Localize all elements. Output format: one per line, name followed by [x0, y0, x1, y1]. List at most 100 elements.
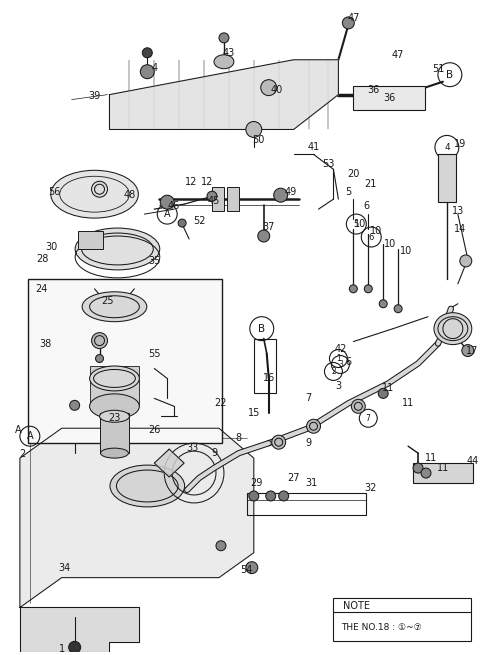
- Text: 6: 6: [345, 356, 351, 367]
- Text: 23: 23: [108, 413, 120, 423]
- Polygon shape: [20, 607, 139, 652]
- Text: 2: 2: [19, 449, 25, 459]
- Circle shape: [460, 255, 472, 267]
- Text: 36: 36: [383, 92, 396, 103]
- Text: 49: 49: [285, 187, 297, 197]
- Text: 41: 41: [307, 142, 320, 153]
- Text: 36: 36: [367, 84, 379, 94]
- Bar: [353, 86, 425, 109]
- Text: 34: 34: [59, 563, 71, 572]
- Text: A: A: [14, 425, 21, 435]
- Text: 14: 14: [454, 224, 466, 234]
- Text: 3: 3: [336, 381, 341, 392]
- Text: 12: 12: [185, 178, 197, 187]
- Text: 30: 30: [46, 242, 58, 252]
- Text: 13: 13: [452, 206, 464, 216]
- Circle shape: [216, 541, 226, 551]
- Text: 22: 22: [215, 398, 227, 408]
- Circle shape: [70, 400, 80, 410]
- Circle shape: [258, 230, 270, 242]
- Text: 35: 35: [148, 256, 160, 266]
- Bar: [254, 339, 276, 394]
- Text: 16: 16: [263, 373, 275, 383]
- Ellipse shape: [90, 366, 139, 391]
- Polygon shape: [20, 428, 254, 607]
- Text: 27: 27: [288, 473, 300, 483]
- Circle shape: [140, 65, 154, 79]
- Text: 28: 28: [36, 254, 49, 264]
- Text: 51: 51: [432, 64, 444, 74]
- Text: 48: 48: [123, 190, 135, 200]
- Text: 47: 47: [347, 13, 360, 23]
- Text: 9: 9: [211, 448, 217, 458]
- Text: 44: 44: [467, 456, 479, 466]
- Bar: [90, 367, 139, 406]
- Text: 26: 26: [148, 425, 160, 435]
- Text: 25: 25: [101, 296, 114, 306]
- Text: 21: 21: [364, 179, 376, 189]
- Ellipse shape: [100, 448, 128, 458]
- Circle shape: [178, 219, 186, 227]
- Circle shape: [143, 48, 152, 58]
- Text: 10: 10: [384, 239, 396, 249]
- Ellipse shape: [434, 312, 472, 345]
- Circle shape: [261, 80, 276, 96]
- Text: 7: 7: [305, 394, 312, 403]
- Text: 12: 12: [201, 178, 213, 187]
- Text: A: A: [164, 209, 170, 219]
- Text: 37: 37: [263, 222, 275, 232]
- Text: 5: 5: [354, 219, 359, 229]
- Text: 11: 11: [425, 453, 437, 463]
- Text: 52: 52: [193, 216, 205, 226]
- Ellipse shape: [110, 465, 185, 507]
- Polygon shape: [109, 60, 338, 130]
- Circle shape: [274, 188, 288, 202]
- Text: 43: 43: [223, 48, 235, 58]
- Ellipse shape: [214, 55, 234, 69]
- Ellipse shape: [51, 170, 138, 218]
- Ellipse shape: [82, 291, 147, 322]
- Text: 29: 29: [251, 478, 263, 488]
- Bar: [212, 187, 224, 211]
- Text: B: B: [258, 324, 265, 333]
- Text: 2: 2: [331, 367, 336, 376]
- Bar: [438, 155, 456, 202]
- Text: 31: 31: [305, 478, 318, 488]
- Circle shape: [342, 17, 354, 29]
- Circle shape: [272, 435, 286, 449]
- Circle shape: [69, 641, 81, 653]
- Text: 38: 38: [40, 339, 52, 348]
- Circle shape: [219, 33, 229, 43]
- Circle shape: [462, 345, 474, 356]
- Circle shape: [160, 195, 174, 209]
- Text: 7: 7: [366, 414, 371, 422]
- Ellipse shape: [90, 394, 139, 419]
- Bar: [413, 463, 473, 483]
- Text: 55: 55: [148, 348, 160, 358]
- Text: 56: 56: [48, 187, 61, 197]
- Text: 54: 54: [240, 565, 253, 574]
- Text: 46: 46: [168, 201, 180, 211]
- Circle shape: [307, 419, 321, 433]
- Circle shape: [378, 388, 388, 398]
- Circle shape: [279, 491, 288, 501]
- Circle shape: [249, 491, 259, 501]
- Circle shape: [266, 491, 276, 501]
- Circle shape: [394, 305, 402, 312]
- Text: 19: 19: [454, 140, 466, 149]
- Text: 10: 10: [354, 219, 366, 229]
- Circle shape: [349, 285, 357, 293]
- Circle shape: [364, 285, 372, 293]
- Circle shape: [421, 468, 431, 478]
- Text: THE NO.18 : ①~⑦: THE NO.18 : ①~⑦: [341, 623, 422, 632]
- Text: 47: 47: [392, 50, 404, 60]
- Text: 20: 20: [347, 169, 360, 179]
- Text: 11: 11: [382, 383, 394, 394]
- Circle shape: [92, 333, 108, 348]
- Ellipse shape: [99, 410, 130, 422]
- Text: 45: 45: [208, 196, 220, 206]
- Bar: [99, 413, 130, 453]
- Bar: [28, 279, 222, 443]
- Circle shape: [379, 300, 387, 308]
- Text: NOTE: NOTE: [343, 601, 371, 612]
